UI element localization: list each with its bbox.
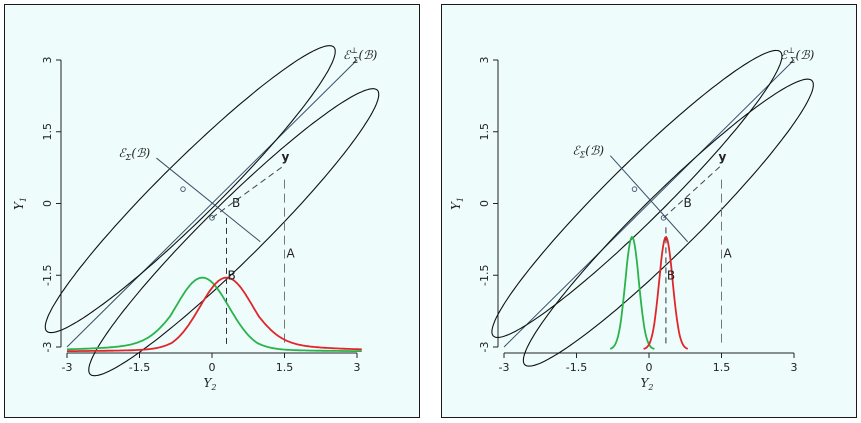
density-curve-1: [610, 237, 654, 349]
ellipse-1: [45, 46, 335, 333]
right-chart: -3 -1.5 0 1.5 3 -3 -1.5 0 1.5 3 Y2 Y1 ℰ⊥ Σ(ℬ) ℰΣ(ℬ) y B B…: [442, 5, 856, 417]
x-tick-label: 0: [209, 361, 216, 374]
density-curve-2: [67, 278, 362, 352]
x-tick-label: 1.5: [713, 361, 731, 374]
x-tick-label: 1.5: [276, 361, 294, 374]
density-curve-1: [67, 278, 362, 352]
ellipse-1: [492, 50, 782, 337]
envelope-line: [504, 60, 794, 347]
x-tick-label: 0: [646, 361, 653, 374]
x-tick-label: -1.5: [566, 361, 587, 374]
envelope-label: ℰ⊥ Σ(ℬ): [780, 46, 815, 65]
x-axis-title: Y2: [203, 376, 216, 392]
y-tick-label: -1.5: [478, 265, 491, 286]
x-tick-label: 3: [791, 361, 798, 374]
subspace-label: ℰΣ(ℬ): [572, 144, 604, 160]
subspace-label: ℰΣ(ℬ): [118, 146, 150, 162]
left-panel: -3 -1.5 0 1.5 3 -3 -1.5 0 1.5 3 Y2 Y1 ℰ⊥ Σ(ℬ) ℰΣ(ℬ) y B B…: [4, 4, 420, 418]
subspace-point: [181, 187, 186, 192]
y-tick-label: 3: [41, 57, 54, 64]
y-tick-label: 3: [478, 57, 491, 64]
y-tick-label: 0: [41, 200, 54, 207]
envelope-line: [67, 60, 357, 347]
ellipse-2: [523, 79, 813, 366]
A-label: A: [724, 247, 733, 261]
B-lower-label: B: [667, 268, 675, 282]
left-chart: -3 -1.5 0 1.5 3 -3 -1.5 0 1.5 3 Y2 Y1 ℰ⊥ Σ(ℬ) ℰΣ(ℬ) y B B…: [5, 5, 419, 417]
y-tick-label: 0: [478, 200, 491, 207]
A-label: A: [287, 247, 296, 261]
x-tick-label: -3: [499, 361, 510, 374]
x-axis-title: Y2: [640, 376, 653, 392]
y-tick-label: 1.5: [478, 123, 491, 141]
dash-y-projection: [212, 165, 285, 218]
y-axis-title: Y1: [449, 197, 465, 210]
B-lower-label: B: [228, 268, 236, 282]
x-tick-label: -1.5: [129, 361, 150, 374]
B-upper-label: B: [232, 196, 240, 210]
y-axis-title: Y1: [12, 197, 28, 210]
y-tick-label: -3: [41, 342, 54, 353]
y-point-label: y: [719, 150, 727, 164]
ellipse-2: [89, 89, 379, 376]
dash-y-projection: [664, 165, 722, 218]
x-tick-label: -3: [62, 361, 73, 374]
y-tick-label: -3: [478, 342, 491, 353]
y-point-label: y: [282, 150, 290, 164]
y-tick-label: -1.5: [41, 265, 54, 286]
right-panel: -3 -1.5 0 1.5 3 -3 -1.5 0 1.5 3 Y2 Y1 ℰ⊥ Σ(ℬ) ℰΣ(ℬ) y B B…: [441, 4, 857, 418]
y-tick-label: 1.5: [41, 123, 54, 141]
B-upper-label: B: [684, 196, 692, 210]
subspace-point: [632, 187, 637, 192]
x-tick-label: 3: [354, 361, 361, 374]
envelope-label: ℰ⊥ Σ(ℬ): [343, 46, 378, 65]
